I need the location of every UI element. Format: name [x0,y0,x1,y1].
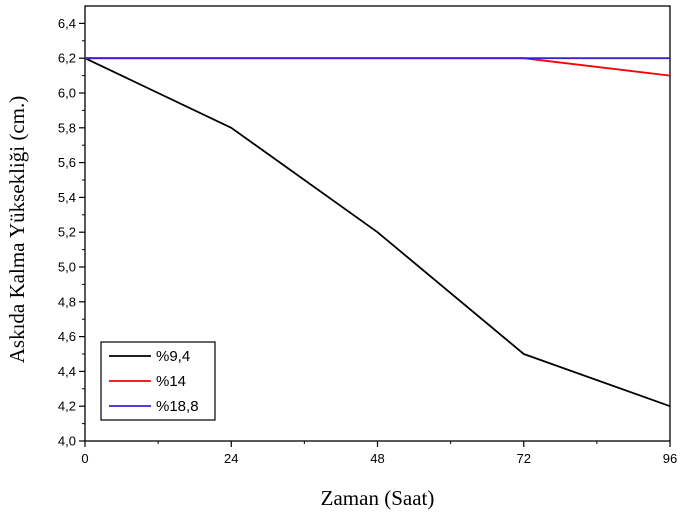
legend-label: %18,8 [156,398,199,415]
y-tick-label: 5,4 [58,190,76,205]
legend: %9,4 %14 %18,8 [100,341,216,421]
y-tick-label: 5,2 [58,225,76,240]
series-lines [84,57,671,408]
x-tick-label: 24 [224,451,238,466]
x-axis-ticks: 0 24 48 72 96 [81,441,677,466]
y-axis-title: Askıda Kalma Yüksekliği (cm.) [5,96,29,364]
x-axis-title: Zaman (Saat) [321,486,435,510]
x-tick-label: 72 [517,451,531,466]
y-tick-label: 6,2 [58,51,76,66]
y-tick-label: 4,8 [58,294,76,309]
y-tick-label: 4,2 [58,399,76,414]
legend-label: %14 [156,373,186,390]
series-line [84,57,671,408]
x-tick-label: 48 [370,451,384,466]
y-tick-label: 4,0 [58,434,76,449]
y-tick-label: 5,8 [58,120,76,135]
y-tick-label: 4,6 [58,329,76,344]
y-tick-label: 5,6 [58,155,76,170]
y-axis-ticks: 4,0 4,2 4,4 4,6 4,8 5,0 5,2 5,4 5,6 5,8 6,0 6,2 6,4 [58,16,85,449]
y-tick-label: 6,0 [58,86,76,101]
x-tick-label: 96 [663,451,677,466]
x-tick-label: 0 [81,451,88,466]
y-tick-label: 5,0 [58,260,76,275]
y-tick-label: 6,4 [58,16,76,31]
y-tick-label: 4,4 [58,364,76,379]
series-line [85,57,671,77]
legend-label: %9,4 [156,348,190,365]
